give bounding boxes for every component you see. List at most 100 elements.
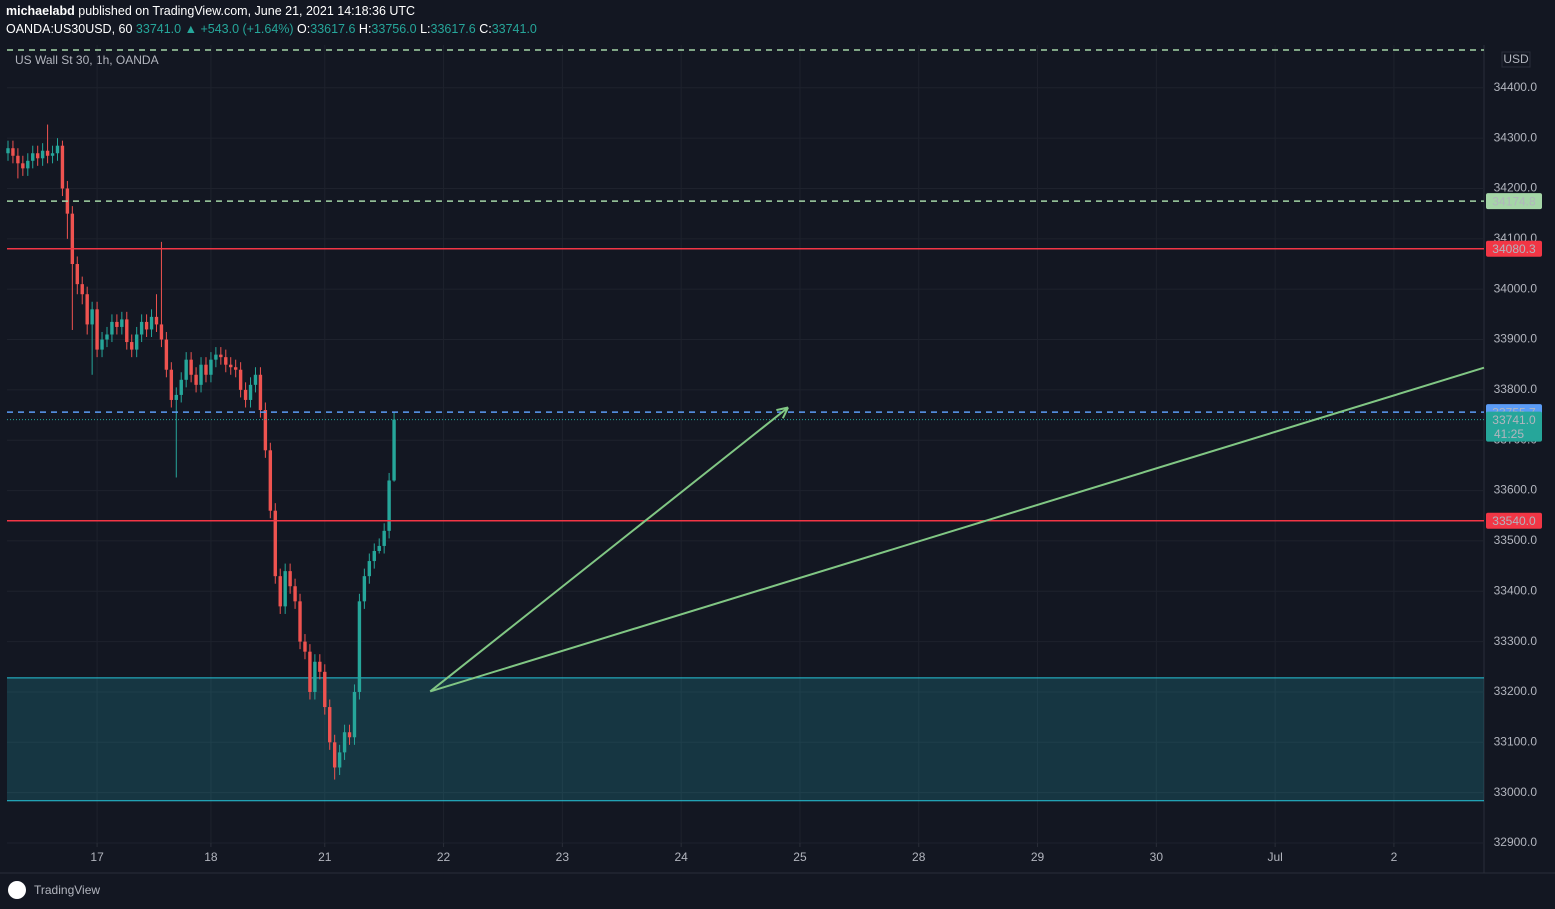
candle-body (35, 153, 40, 159)
candle-body (85, 294, 89, 325)
price-badge-label: 33540.0 (1492, 514, 1536, 528)
candle-body (125, 319, 129, 343)
candle-body (303, 641, 307, 652)
x-tick-label: 29 (1031, 850, 1045, 864)
candle-body (169, 369, 174, 400)
ohlc-value: 33756.0 (371, 22, 416, 36)
candle-body (139, 321, 144, 335)
trend-line (429, 406, 789, 693)
candle-body (149, 316, 154, 330)
candle-body (134, 334, 139, 350)
candle-body (184, 359, 188, 380)
x-tick-label: 18 (204, 850, 218, 864)
x-tick-label: 21 (318, 850, 332, 864)
candle-body (174, 394, 178, 400)
ohlc-key: H: (359, 22, 372, 36)
candle-body (100, 339, 104, 350)
legend: OANDA:US30USD, 60 33741.0 ▲ +543.0 (+1.6… (6, 22, 537, 36)
author: michaelabd (6, 4, 75, 18)
candle-body (352, 691, 357, 738)
x-tick-label: 17 (90, 850, 104, 864)
price: 33741.0 (136, 22, 181, 36)
y-tick-label: 33500.0 (1494, 533, 1538, 547)
candle-body (50, 153, 55, 156)
y-tick-label: 34200.0 (1494, 181, 1538, 195)
x-tick-label: 24 (674, 850, 688, 864)
candle-body (204, 364, 208, 375)
y-tick-label: 33300.0 (1494, 634, 1538, 648)
change: ▲ +543.0 (+1.64%) (185, 22, 294, 36)
currency: USD (1503, 52, 1529, 66)
candle-body (273, 510, 277, 577)
x-tick-label: 25 (793, 850, 807, 864)
candle-body (130, 342, 134, 350)
candle-body (70, 213, 75, 265)
candle-body (26, 160, 30, 169)
candle-body (194, 374, 198, 385)
candle-body (229, 364, 233, 368)
candle-body (243, 389, 248, 400)
candle-body (263, 410, 268, 451)
y-tick-label: 33000.0 (1494, 785, 1538, 799)
candle-body (328, 707, 332, 743)
ohlc-key: L: (420, 22, 430, 36)
candle-body (357, 601, 362, 692)
x-tick-label: 23 (556, 850, 570, 864)
candle-body (332, 742, 337, 768)
countdown: 41:25 (1494, 427, 1524, 441)
candle-body (337, 752, 342, 768)
last-price-label: 33741.0 (1492, 413, 1536, 427)
y-tick-label: 33600.0 (1494, 483, 1538, 497)
candle-body (16, 155, 20, 164)
published: published on TradingView.com, June 21, 2… (78, 4, 415, 18)
ohlc-value: 33617.6 (431, 22, 476, 36)
candle-body (224, 357, 228, 365)
candle-body (382, 530, 386, 546)
chart-title: US Wall St 30, 1h, OANDA (15, 53, 159, 67)
candle-body (115, 321, 119, 327)
candle-body (392, 419, 396, 481)
candle-body (105, 334, 109, 340)
price-badge (1486, 193, 1542, 210)
candle-body (318, 661, 322, 672)
trend-line (429, 366, 1485, 693)
x-tick-label: 2 (1391, 850, 1398, 864)
candle-body (258, 374, 263, 411)
candle-body (372, 550, 376, 562)
candle-body (31, 153, 35, 161)
candle-body (90, 309, 94, 325)
ohlc-key: C: (479, 22, 492, 36)
candle-body (308, 651, 312, 692)
arrow-head (776, 406, 789, 412)
y-tick-label: 34300.0 (1494, 130, 1538, 144)
candle-body (238, 369, 243, 390)
candle-body (164, 339, 169, 370)
candle-body (55, 145, 60, 154)
y-tick-label: 34400.0 (1494, 80, 1538, 94)
candle-body (298, 601, 302, 642)
candle-body (95, 309, 99, 350)
ohlc-key: O: (297, 22, 310, 36)
candle-body (11, 148, 15, 156)
candle-body (377, 545, 381, 551)
candle-body (367, 561, 372, 577)
ohlc-value: 33617.6 (310, 22, 355, 36)
brand: TradingView (34, 883, 100, 897)
candle-body (268, 450, 273, 511)
symbol: OANDA:US30USD, 60 (6, 22, 132, 36)
candle-body (313, 661, 317, 692)
candle-body (253, 374, 258, 385)
candle-body (40, 150, 45, 159)
price-badge (1486, 240, 1542, 257)
candle-body (347, 732, 352, 738)
x-tick-label: 22 (437, 850, 451, 864)
last-price-badge (1486, 411, 1542, 442)
logo (8, 881, 26, 899)
y-tick-label: 32900.0 (1494, 835, 1538, 849)
price-badge (1486, 512, 1542, 529)
candle-body (110, 321, 114, 335)
candle-body (189, 359, 193, 375)
y-tick-label: 33200.0 (1494, 684, 1538, 698)
